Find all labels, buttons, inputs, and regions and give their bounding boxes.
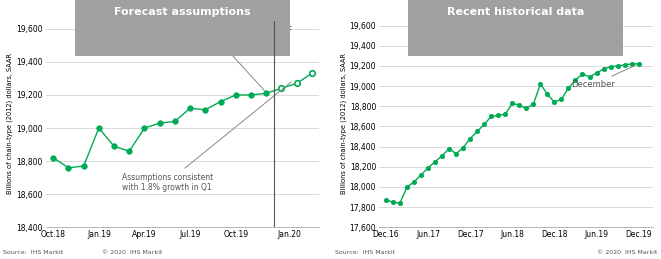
Text: Assumptions consistent
with 1.8% growth in Q1: Assumptions consistent with 1.8% growth …: [122, 82, 292, 192]
Text: © 2020  IHS Markit: © 2020 IHS Markit: [102, 250, 162, 255]
Text: H: H: [263, 26, 269, 35]
Text: December: December: [198, 38, 264, 90]
Text: F: F: [286, 26, 292, 35]
Text: © 2020  IHS Markit: © 2020 IHS Markit: [598, 250, 658, 255]
Y-axis label: Billions of chain-type (2012) dollars, SAAR: Billions of chain-type (2012) dollars, S…: [340, 53, 347, 195]
Title: Forecast assumptions: Forecast assumptions: [114, 7, 251, 17]
Y-axis label: Billions of chain-type (2012) dollars, SAAR: Billions of chain-type (2012) dollars, S…: [7, 53, 13, 195]
Text: Source:  IHS Markit: Source: IHS Markit: [335, 250, 395, 255]
Title: Recent historical data: Recent historical data: [447, 7, 584, 17]
Text: Source:  IHS Markit: Source: IHS Markit: [3, 250, 63, 255]
Text: December: December: [571, 65, 636, 89]
